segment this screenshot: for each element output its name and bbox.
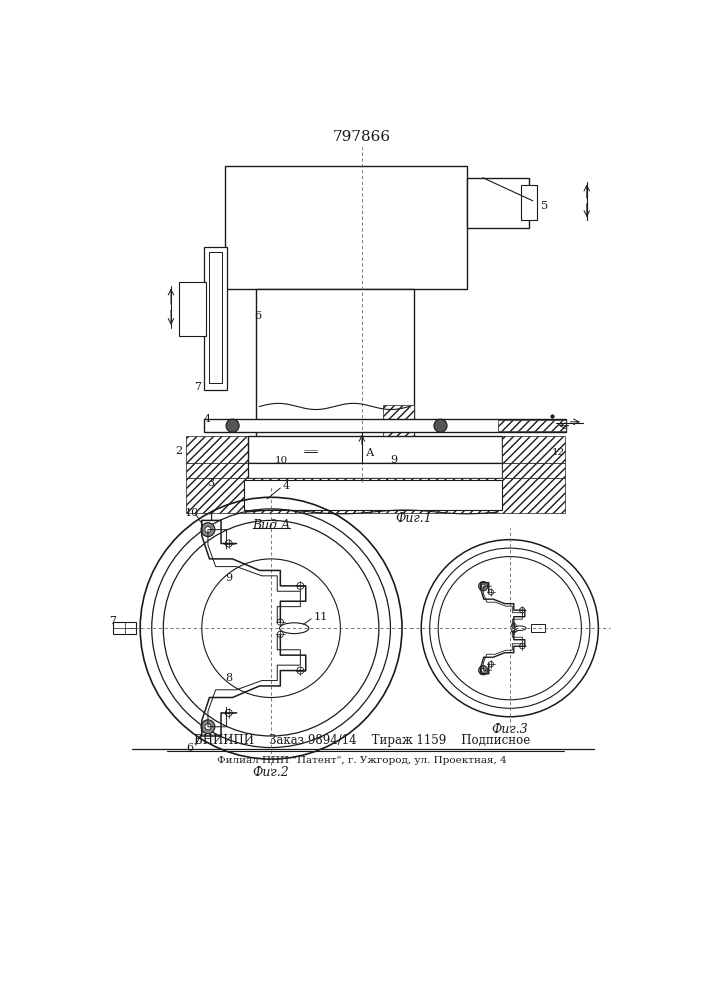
Bar <box>244 480 502 510</box>
Text: 2: 2 <box>175 446 182 456</box>
Bar <box>344 455 366 463</box>
Text: 10: 10 <box>275 456 288 465</box>
Text: ВНИИПИ    Заказ 9894/14    Тираж 1159    Подписное: ВНИИПИ Заказ 9894/14 Тираж 1159 Подписно… <box>194 734 530 747</box>
Text: А: А <box>366 448 374 458</box>
Bar <box>498 420 566 431</box>
Circle shape <box>488 589 493 595</box>
Circle shape <box>434 419 447 432</box>
Text: 9: 9 <box>390 455 397 465</box>
Bar <box>225 166 467 289</box>
Bar <box>113 622 136 634</box>
Text: 9: 9 <box>225 573 232 583</box>
Circle shape <box>520 644 525 649</box>
Bar <box>502 436 565 463</box>
Circle shape <box>511 628 516 633</box>
Circle shape <box>277 631 284 637</box>
Bar <box>204 247 227 389</box>
Ellipse shape <box>513 626 526 630</box>
Ellipse shape <box>279 623 309 634</box>
Text: 7: 7 <box>110 615 117 626</box>
Bar <box>288 446 304 455</box>
Text: 6: 6 <box>187 743 194 753</box>
Circle shape <box>481 584 485 588</box>
Text: Фиг.3: Фиг.3 <box>491 723 528 736</box>
Circle shape <box>277 619 284 625</box>
Bar <box>344 446 366 463</box>
Text: 3: 3 <box>207 478 214 488</box>
Bar <box>363 446 387 455</box>
Text: 1: 1 <box>207 513 214 523</box>
Circle shape <box>297 667 304 674</box>
Text: 12: 12 <box>552 448 566 457</box>
Circle shape <box>205 724 211 730</box>
Text: Фиг.1: Фиг.1 <box>395 512 432 525</box>
Text: 5: 5 <box>541 201 548 211</box>
Bar <box>375 446 387 463</box>
Text: Вид А: Вид А <box>252 519 291 532</box>
Text: Филиал ППП "Патент", г. Ужгород, ул. Проектная, 4: Филиал ППП "Патент", г. Ужгород, ул. Про… <box>217 756 507 765</box>
Circle shape <box>481 668 485 672</box>
Circle shape <box>226 419 239 432</box>
Bar <box>187 436 248 463</box>
Bar <box>531 624 544 632</box>
Text: 7: 7 <box>194 382 201 392</box>
Bar <box>187 478 565 513</box>
Bar <box>248 463 502 478</box>
Circle shape <box>479 666 488 675</box>
Text: 11: 11 <box>313 612 327 622</box>
Bar <box>382 405 414 443</box>
Bar <box>521 185 537 220</box>
Text: Фиг.2: Фиг.2 <box>252 766 289 779</box>
Circle shape <box>226 709 232 716</box>
Circle shape <box>297 582 304 589</box>
Circle shape <box>205 527 211 533</box>
Circle shape <box>226 540 232 547</box>
Bar <box>248 436 502 463</box>
Text: 10: 10 <box>185 508 199 518</box>
Bar <box>256 289 414 443</box>
Text: 4: 4 <box>204 414 211 424</box>
Text: 8: 8 <box>225 673 232 683</box>
Text: 4: 4 <box>283 481 290 491</box>
Circle shape <box>479 582 488 591</box>
Bar <box>502 463 565 478</box>
Text: 6: 6 <box>254 311 262 321</box>
Bar <box>187 463 248 478</box>
Text: 797866: 797866 <box>333 130 391 144</box>
Bar <box>204 419 566 432</box>
Bar <box>179 282 206 336</box>
Circle shape <box>201 523 215 537</box>
Circle shape <box>201 720 215 734</box>
Circle shape <box>511 623 516 628</box>
Bar <box>467 178 529 228</box>
Bar <box>209 252 222 383</box>
Circle shape <box>488 662 493 667</box>
Circle shape <box>520 607 525 613</box>
